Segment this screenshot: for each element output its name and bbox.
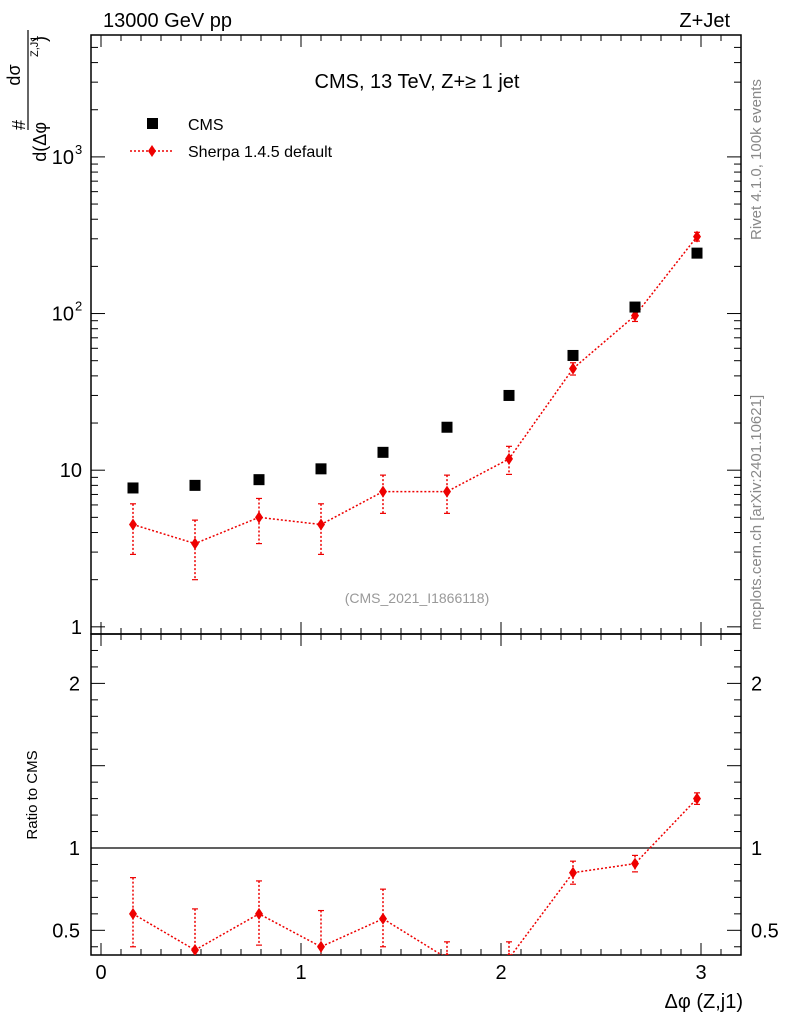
- ratio-plot-frame: [90, 633, 742, 956]
- ratio-y-tick-label: 1: [69, 838, 80, 860]
- header-analysis: Z+Jet: [679, 10, 730, 32]
- cms-data-point: [127, 482, 139, 494]
- y-label-superscript: Z,J1: [29, 36, 41, 57]
- y-tick-label-exponent: 3: [75, 142, 82, 157]
- x-tick-label: 1: [295, 962, 306, 984]
- cms-data-point: [189, 479, 201, 491]
- y-label-close-paren: ): [30, 36, 50, 42]
- cms-data-point: [567, 349, 579, 361]
- ratio-y-tick-label-right: 1: [751, 838, 762, 860]
- ratio-point: [569, 866, 577, 879]
- ratio-point: [507, 952, 511, 955]
- y-tick-label: 1: [71, 617, 82, 639]
- ratio-y-label: Ratio to CMS: [24, 750, 41, 839]
- legend-marker-sherpa: [148, 145, 156, 157]
- y-tick-label: 10: [52, 147, 74, 169]
- legend: CMS Sherpa 1.4.5 default: [130, 117, 333, 161]
- ratio-point: [255, 907, 263, 920]
- ratio-series-group: [129, 792, 701, 955]
- cms-data-point: [253, 474, 265, 486]
- mcplots-reference-label: mcplots.cern.ch [arXiv:2401.10621]: [748, 395, 765, 630]
- ratio-point: [379, 912, 387, 925]
- cms-data-point: [691, 247, 703, 259]
- legend-label-cms: CMS: [188, 117, 224, 134]
- sherpa-line: [132, 236, 698, 545]
- x-tick-label: 3: [695, 962, 706, 984]
- sherpa-point: [129, 518, 137, 531]
- ratio-y-tick-label-right: 2: [751, 673, 762, 695]
- y-axis-label: # dσ d(Δφ Z,J1 ): [4, 30, 50, 162]
- sherpa-point: [631, 309, 639, 322]
- cms-data-point: [315, 463, 327, 475]
- ratio-point: [191, 944, 199, 955]
- ratio-line: [132, 798, 698, 955]
- y-label-numerator: dσ: [4, 64, 24, 85]
- sherpa-point: [317, 518, 325, 531]
- legend-label-sherpa: Sherpa 1.4.5 default: [188, 144, 333, 161]
- x-tick-label: 0: [95, 962, 106, 984]
- main-title: CMS, 13 TeV, Z+≥ 1 jet: [315, 71, 520, 93]
- sherpa-point: [379, 485, 387, 498]
- ratio-plot-area: 0 1 2 3 0.5 0.5 1 1 2 2: [52, 633, 779, 984]
- analysis-watermark: (CMS_2021_I1866118): [345, 590, 490, 606]
- cms-data-point: [503, 389, 515, 401]
- x-tick-label: 2: [495, 962, 506, 984]
- ratio-point: [445, 952, 449, 955]
- ratio-point: [631, 857, 639, 870]
- sherpa-point: [443, 485, 451, 498]
- ratio-point: [317, 940, 325, 953]
- y-tick-label-exponent: 2: [75, 299, 82, 314]
- ratio-point: [693, 792, 701, 805]
- x-axis-label: Δφ (Z,j1): [664, 991, 743, 1013]
- sherpa-point: [693, 230, 701, 243]
- header-process: 13000 GeV pp: [103, 10, 232, 32]
- ratio-y-tick-label: 2: [69, 673, 80, 695]
- sherpa-point: [505, 452, 513, 465]
- cms-data-point: [629, 301, 641, 313]
- y-tick-label: 10: [60, 460, 82, 482]
- sherpa-point: [569, 362, 577, 375]
- ratio-y-tick-label: 0.5: [52, 920, 80, 942]
- rivet-version-label: Rivet 4.1.0, 100k events: [748, 79, 765, 240]
- y-label-denominator: d(Δφ: [30, 122, 50, 162]
- sherpa-point: [191, 537, 199, 550]
- y-tick-label: 10: [52, 304, 74, 326]
- cms-data-point: [441, 421, 453, 433]
- y-label-prefix: #: [9, 120, 29, 130]
- sherpa-point: [255, 511, 263, 524]
- legend-marker-cms: [147, 118, 158, 129]
- ratio-point: [129, 907, 137, 920]
- ratio-y-tick-label-right: 0.5: [751, 920, 779, 942]
- cms-data-point: [377, 446, 389, 458]
